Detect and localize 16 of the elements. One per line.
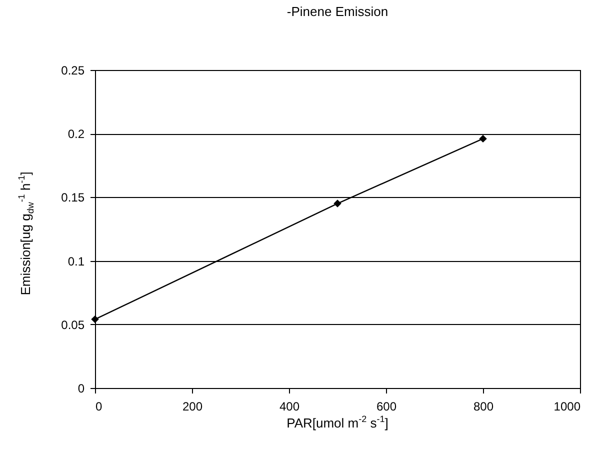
y-tick-label: 0.1 (68, 254, 85, 268)
y-tick-label: 0.25 (61, 64, 85, 78)
point (334, 200, 342, 208)
x-axis-title: PAR[umol m$^{-2}$ s$^{-1}$] (286, 414, 390, 430)
y-tick-label: 0.2 (68, 127, 85, 142)
x-tick-label: 0 (96, 400, 102, 414)
x-tick-label: 400 (279, 400, 300, 414)
x-tick-label: 1000 (554, 400, 581, 414)
x-tick-label: 600 (376, 400, 397, 414)
y-tick-label: 0.15 (61, 190, 85, 205)
chart-title: -Pinene Emission (286, 4, 388, 19)
y-tick-label: 0 (78, 382, 85, 396)
y-tick-label: 0.05 (61, 318, 85, 332)
x-tick-label: 200 (182, 400, 203, 414)
x-tick-label: 800 (473, 400, 494, 414)
point (479, 134, 487, 143)
